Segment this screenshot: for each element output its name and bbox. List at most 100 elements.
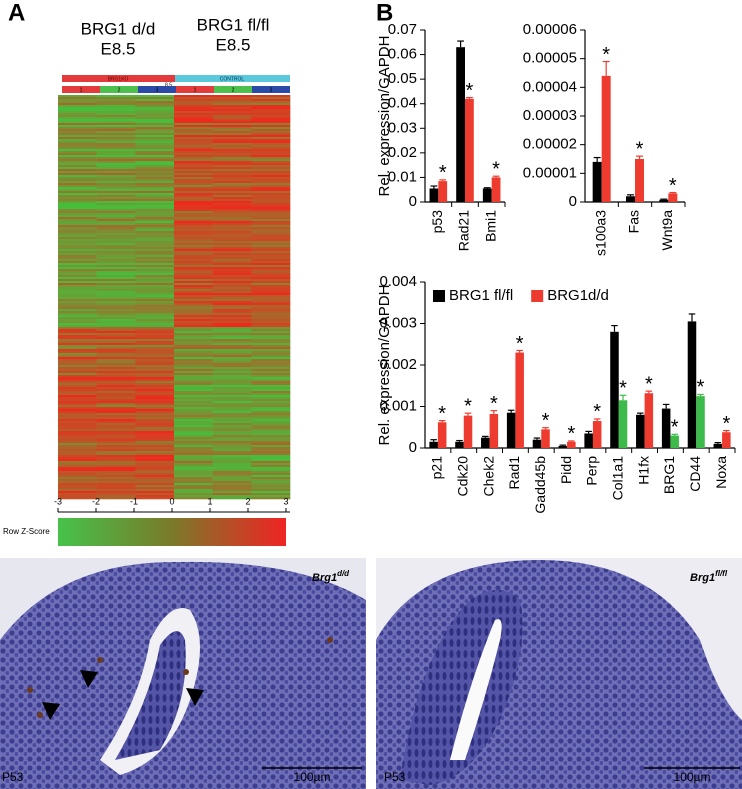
heat-cell: [96, 297, 136, 300]
heat-cell: [58, 167, 97, 170]
significance-marker: *: [722, 413, 730, 435]
heat-cell: [174, 185, 213, 188]
heat-cell: [251, 365, 291, 368]
heat-cell: [96, 153, 136, 156]
heat-cell: [174, 133, 213, 136]
heat-cell: [58, 457, 97, 460]
heat-cell: [212, 305, 252, 308]
significance-marker: *: [542, 410, 550, 432]
heat-cell: [58, 301, 97, 304]
heat-cell: [174, 173, 213, 176]
heat-cell: [96, 357, 136, 360]
heat-cell: [96, 237, 136, 240]
heat-cell: [58, 295, 97, 298]
heat-cell: [174, 393, 213, 396]
heat-cell: [58, 103, 97, 106]
heat-cell: [212, 363, 252, 366]
heat-cell: [212, 429, 252, 432]
heat-cell: [212, 425, 252, 428]
heat-cell: [251, 281, 291, 284]
heat-cell: [96, 451, 136, 454]
heat-cell: [251, 257, 291, 260]
heat-cell: [212, 397, 252, 400]
heat-cell: [96, 363, 136, 366]
significance-marker: *: [697, 377, 705, 399]
heat-cell: [135, 349, 175, 352]
heat-cell: [212, 463, 252, 466]
heat-cell: [135, 353, 175, 356]
heat-cell: [212, 129, 252, 132]
heat-cell: [212, 369, 252, 372]
heat-cell: [96, 311, 136, 314]
heat-cell: [174, 357, 213, 360]
heat-cell: [251, 181, 291, 184]
heat-cell: [58, 289, 97, 292]
heat-cell: [251, 203, 291, 206]
heat-cell: [212, 299, 252, 302]
heat-cell: [251, 361, 291, 364]
heat-cell: [58, 347, 97, 350]
significance-marker: *: [439, 162, 447, 184]
heat-cell: [251, 209, 291, 212]
heat-cell: [174, 255, 213, 258]
heat-cell: [135, 487, 175, 490]
genotype: Brg1fl/fl: [690, 569, 728, 584]
y-tick-label: 0: [569, 193, 577, 210]
heat-cell: [212, 493, 252, 496]
heat-cell: [174, 153, 213, 156]
heat-cell: [251, 421, 291, 424]
heat-cell: [58, 163, 97, 166]
heat-cell: [212, 255, 252, 258]
heat-cell: [174, 151, 213, 154]
heat-cell: [174, 451, 213, 454]
heat-cell: [174, 235, 213, 238]
bar: [635, 159, 644, 202]
heat-cell: [212, 285, 252, 288]
significance-marker: *: [438, 403, 446, 425]
heat-cell: [135, 319, 175, 322]
heat-cell: [58, 331, 97, 334]
heat-cell: [96, 147, 136, 150]
heat-cell: [174, 217, 213, 220]
heat-cell: [174, 229, 213, 232]
heat-cell: [251, 385, 291, 388]
heat-cell: [58, 175, 97, 178]
heat-cell: [212, 445, 252, 448]
heat-cell: [212, 309, 252, 312]
heat-cell: [96, 199, 136, 202]
heat-cell: [212, 223, 252, 226]
legend-label: BRG1 fl/fl: [449, 287, 513, 304]
heat-cell: [58, 429, 97, 432]
heat-cell: [135, 325, 175, 328]
heat-cell: [251, 363, 291, 366]
heat-cell: [212, 249, 252, 252]
heat-cell: [212, 455, 252, 458]
heat-cell: [251, 387, 291, 390]
heat-cell: [212, 217, 252, 220]
bar: [455, 441, 464, 448]
heat-cell: [135, 485, 175, 488]
heat-cell: [96, 405, 136, 408]
heat-cell: [96, 235, 136, 238]
heat-cell: [58, 383, 97, 386]
heat-cell: [96, 137, 136, 140]
heat-cell: [212, 347, 252, 350]
heat-cell: [212, 451, 252, 454]
heat-cell: [174, 327, 213, 330]
heat-cell: [58, 259, 97, 262]
heat-cell: [174, 205, 213, 208]
color-key-title: Row Z-Score: [3, 527, 50, 536]
stage-tag: 8.5: [165, 82, 172, 88]
heat-cell: [96, 351, 136, 354]
heat-cell: [212, 247, 252, 250]
heat-cell: [251, 189, 291, 192]
heat-cell: [135, 175, 175, 178]
bar: [696, 396, 705, 448]
heat-cell: [212, 407, 252, 410]
heat-cell: [174, 391, 213, 394]
y-tick-label: 0.02: [388, 144, 417, 161]
heat-cell: [96, 425, 136, 428]
heat-cell: [174, 181, 213, 184]
heat-cell: [212, 141, 252, 144]
heat-cell: [174, 339, 213, 342]
